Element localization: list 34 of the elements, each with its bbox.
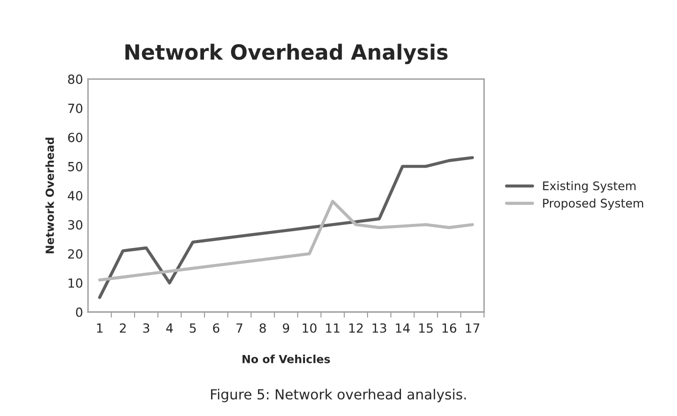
- x-tick-label: 4: [166, 323, 173, 333]
- x-tick-label: 2: [120, 323, 126, 333]
- x-tick-label: 8: [260, 323, 266, 333]
- x-tick-label: 5: [190, 323, 196, 333]
- legend-label: Existing System: [543, 181, 636, 193]
- x-tick-label: 17: [466, 323, 480, 333]
- x-tick-label: 16: [442, 323, 456, 333]
- y-tick-label: 80: [68, 74, 82, 84]
- x-tick-label: 9: [282, 323, 290, 333]
- x-tick-label: 1: [97, 323, 102, 333]
- y-tick-label: 50: [68, 162, 82, 172]
- x-tick-label: 3: [143, 323, 150, 333]
- line-series: [98, 156, 474, 299]
- y-tick-label: 40: [68, 190, 82, 200]
- x-axis-title: No of Vehicles: [242, 354, 330, 364]
- y-tick-label: 60: [68, 132, 82, 142]
- caption: Figure 5: Network overhead analysis.: [211, 388, 466, 402]
- x-tick-label: 11: [326, 323, 340, 333]
- chart-title: Network Overhead Analysis: [125, 44, 448, 64]
- x-tick-label: 14: [396, 323, 410, 333]
- y-tick-label: 20: [68, 249, 82, 259]
- x-tick-label: 10: [302, 323, 316, 333]
- y-axis-title: Network Overhead: [45, 138, 54, 254]
- y-tick-label: 70: [68, 104, 82, 114]
- legend-label: Proposed System: [543, 198, 644, 210]
- x-tick-label: 7: [236, 323, 242, 333]
- x-tick-label: 15: [419, 323, 433, 333]
- y-tick-label: 10: [68, 278, 82, 288]
- y-tick-label: 0: [76, 307, 82, 317]
- x-tick-label: 13: [372, 323, 386, 333]
- x-tick-label: 6: [213, 323, 220, 333]
- line-series: [98, 200, 474, 282]
- y-tick-label: 30: [68, 220, 82, 230]
- x-tick-label: 12: [349, 323, 363, 333]
